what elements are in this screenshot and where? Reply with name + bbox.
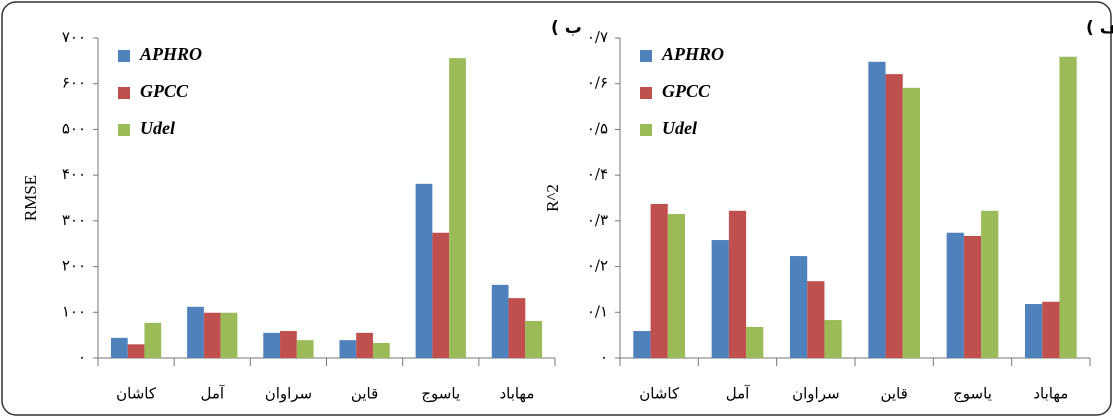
bar [187,306,204,358]
x-tick-label: آمل [726,385,750,403]
y-axis-label: RMSE [21,175,40,221]
y-tick-label: ۰/۵ [587,119,608,137]
bar [110,337,128,358]
x-tick-label: کاشان [639,385,680,403]
y-tick-label: ۲۰۰ [62,257,86,275]
x-tick-label: مهاباد [1033,385,1068,403]
bar [491,284,509,358]
x-tick-label: قاین [880,385,907,403]
y-tick-label: ۱۰۰ [62,302,86,320]
y-tick-label: ۰/۱ [587,302,608,320]
bar [807,281,825,358]
bar [127,344,145,358]
bar [963,235,982,358]
bar [508,298,526,358]
legend-label: GPCC [140,81,189,101]
legend-swatch [118,124,130,136]
legend-label: APHRO [661,44,724,64]
bar [1059,56,1077,358]
bar [824,320,842,358]
bar [633,331,651,358]
bar [728,210,747,358]
bar [356,332,373,358]
chart-title: ب ) [551,18,582,38]
bar [650,203,668,358]
y-tick-label: ۰/۷ [587,28,608,46]
bar [203,312,221,358]
chart-title: الف ) [1086,18,1113,38]
y-tick-label: ۴۰۰ [62,165,86,183]
x-tick-label: مهاباد [499,385,534,403]
bar [946,232,964,358]
bar [144,322,162,358]
x-tick-label: یاسوج [421,385,460,404]
x-tick-label: قاین [351,385,378,403]
bar [296,340,314,358]
bar [667,214,686,358]
legend-label: Udel [140,118,175,138]
bar [746,326,764,358]
y-tick-label: ۰/۳ [587,211,608,229]
bar [415,183,433,358]
bar [280,331,297,358]
y-tick-label: ۰ [600,348,608,366]
y-tick-label: ۶۰۰ [62,74,86,92]
bar [263,332,281,358]
y-tick-label: ۰/۴ [587,165,608,183]
legend-label: GPCC [662,81,711,101]
y-tick-label: ۷۰۰ [62,28,86,46]
bar [868,61,886,359]
x-tick-label: کاشان [116,385,157,403]
bar [789,256,808,358]
legend-swatch [640,50,652,62]
bar [339,340,357,358]
bar [902,87,921,358]
bar [432,232,450,358]
legend-swatch [640,87,652,99]
x-tick-label: یاسوج [953,385,992,404]
bar [1042,301,1060,358]
x-tick-label: آمل [200,385,224,403]
y-axis-label: R^2 [543,184,562,212]
y-tick-label: ۰/۲ [587,257,608,275]
bar [449,58,466,358]
legend-swatch [118,87,130,99]
bar [981,210,999,358]
x-tick-label: سراوان [792,385,839,403]
y-tick-label: ۵۰۰ [62,119,86,137]
bar [372,342,390,358]
legend-swatch [118,50,130,62]
y-tick-label: ۰ [78,348,86,366]
y-tick-label: ۳۰۰ [62,211,86,229]
y-tick-label: ۰/۶ [587,74,608,92]
legend-label: Udel [662,118,697,138]
bar [525,320,543,358]
bar [220,312,238,358]
bar [1024,304,1043,358]
x-tick-label: سراوان [265,385,312,403]
bar [885,74,903,358]
legend-label: APHRO [139,44,202,64]
bar [711,240,729,358]
legend-swatch [640,124,652,136]
